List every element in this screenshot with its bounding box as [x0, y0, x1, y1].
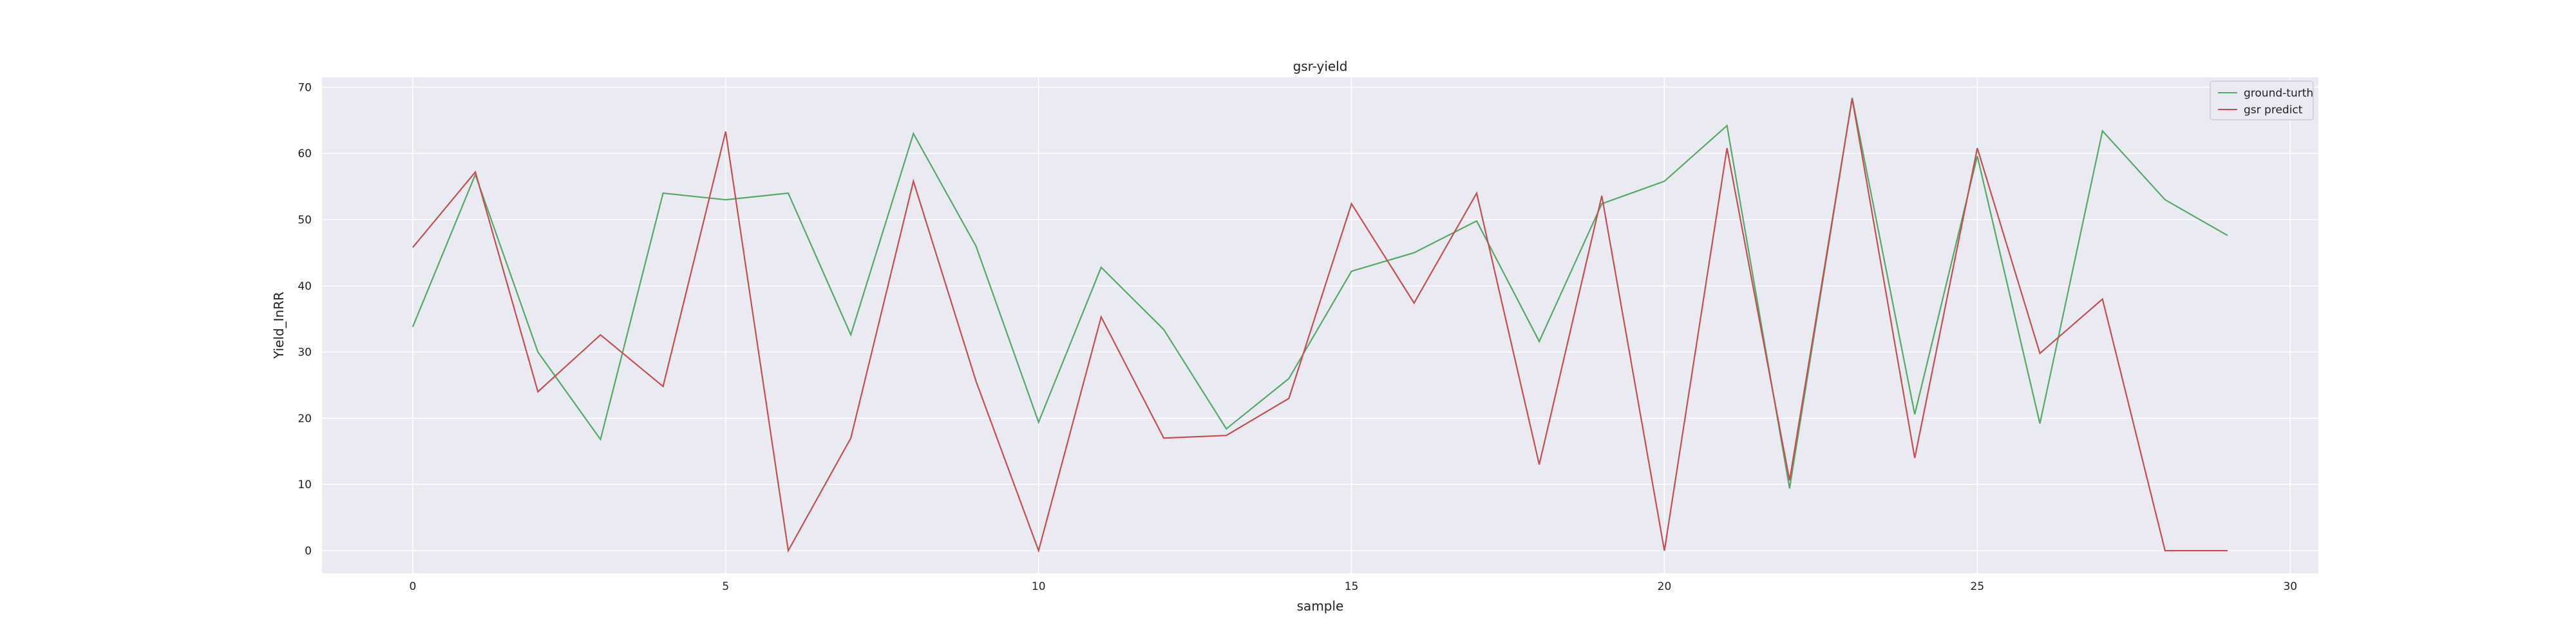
y-tick-label: 0 [305, 545, 312, 558]
x-tick-label: 10 [1032, 580, 1046, 593]
legend: ground-turth gsr predict [2210, 80, 2314, 120]
series-line-ground-turth [412, 97, 2228, 489]
series-lines [412, 97, 2228, 553]
tick-labels: 0 10 20 30 40 50 60 70 0 5 10 15 20 25 30 [298, 81, 2297, 593]
y-tick-label: 30 [298, 346, 312, 359]
grid-lines [322, 77, 2318, 573]
x-tick-label: 25 [1971, 580, 1985, 593]
legend-label-gsr-predict: gsr predict [2244, 104, 2303, 117]
x-tick-label: 0 [409, 580, 416, 593]
legend-label-ground-turth: ground-turth [2244, 87, 2313, 100]
x-tick-label: 30 [2283, 580, 2297, 593]
y-tick-label: 40 [298, 280, 312, 293]
chart-title: gsr-yield [1293, 59, 1348, 74]
y-tick-label: 60 [298, 147, 312, 160]
x-tick-label: 15 [1345, 580, 1359, 593]
y-tick-label: 70 [298, 81, 312, 94]
y-axis-label: Yield_InRR [271, 292, 287, 359]
y-tick-label: 20 [298, 412, 312, 425]
x-tick-label: 5 [722, 580, 729, 593]
y-tick-label: 10 [298, 478, 312, 491]
x-axis-label: sample [1297, 598, 1344, 614]
x-tick-label: 20 [1658, 580, 1672, 593]
series-line-gsr-predict [412, 98, 2228, 553]
y-tick-label: 50 [298, 214, 312, 227]
